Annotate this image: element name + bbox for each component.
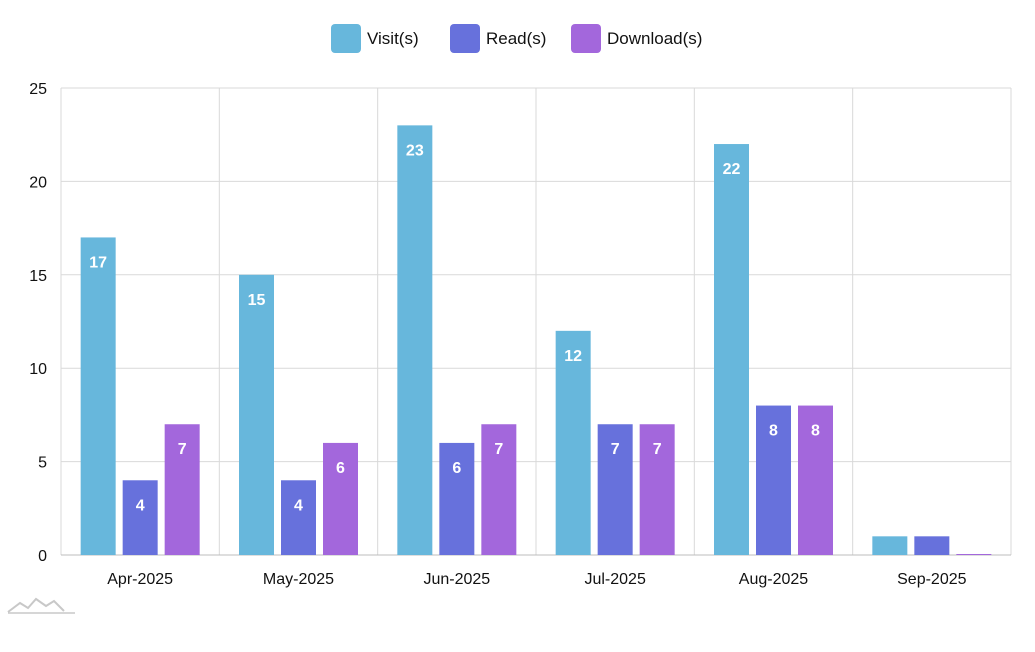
data-label-visit-s-may-2025: 15 bbox=[248, 292, 266, 309]
bar-download-s-apr-2025[interactable] bbox=[164, 424, 200, 555]
data-label-visit-s-aug-2025: 22 bbox=[723, 161, 741, 178]
legend-swatch bbox=[331, 24, 361, 53]
legend-swatch bbox=[450, 24, 480, 53]
x-tick-label: Aug-2025 bbox=[739, 571, 808, 588]
x-tick-label: Apr-2025 bbox=[107, 571, 173, 588]
bar-download-s-jul-2025[interactable] bbox=[639, 424, 675, 555]
data-label-download-s-aug-2025: 8 bbox=[811, 423, 820, 440]
data-label-download-s-jun-2025: 7 bbox=[494, 441, 503, 458]
legend-item-read-s[interactable]: Read(s) bbox=[450, 24, 546, 53]
data-label-download-s-apr-2025: 7 bbox=[178, 441, 187, 458]
bar-download-s-aug-2025[interactable] bbox=[798, 405, 833, 555]
y-tick-label: 20 bbox=[29, 174, 47, 191]
watermark-logo-icon bbox=[7, 597, 75, 614]
bar-download-s-sep-2025[interactable] bbox=[956, 554, 992, 555]
x-tick-label: Jul-2025 bbox=[584, 571, 645, 588]
data-label-download-s-may-2025: 6 bbox=[336, 460, 345, 477]
data-label-read-s-jun-2025: 6 bbox=[452, 460, 461, 477]
y-tick-label: 10 bbox=[29, 361, 47, 378]
y-tick-label: 5 bbox=[38, 455, 47, 472]
bar-visit-s-jun-2025[interactable] bbox=[397, 125, 433, 556]
x-tick-label: Sep-2025 bbox=[897, 571, 966, 588]
bar-read-s-apr-2025[interactable] bbox=[122, 480, 158, 555]
bar-visit-s-apr-2025[interactable] bbox=[80, 237, 116, 555]
bar-download-s-may-2025[interactable] bbox=[323, 442, 358, 555]
legend-swatch bbox=[571, 24, 601, 53]
bar-visit-s-aug-2025[interactable] bbox=[714, 144, 749, 556]
data-label-visit-s-jul-2025: 12 bbox=[564, 348, 582, 365]
legend-label: Read(s) bbox=[486, 29, 546, 48]
bar-visit-s-may-2025[interactable] bbox=[239, 274, 274, 555]
legend-label: Download(s) bbox=[607, 29, 702, 48]
bar-download-s-jun-2025[interactable] bbox=[481, 424, 517, 555]
data-label-download-s-jul-2025: 7 bbox=[653, 441, 662, 458]
bars: 17 15 23 12 22 4 4 6 7 8 7 6 7 7 8 bbox=[80, 125, 992, 556]
legend: Visit(s) Read(s) Download(s) bbox=[331, 24, 702, 53]
legend-item-visit-s[interactable]: Visit(s) bbox=[331, 24, 419, 53]
data-label-visit-s-jun-2025: 23 bbox=[406, 142, 424, 159]
y-tick-label: 25 bbox=[29, 81, 47, 98]
data-label-read-s-jul-2025: 7 bbox=[611, 441, 620, 458]
x-tick-label: May-2025 bbox=[263, 571, 334, 588]
y-tick-label: 15 bbox=[29, 268, 47, 285]
bar-read-s-jun-2025[interactable] bbox=[439, 442, 475, 555]
data-label-read-s-aug-2025: 8 bbox=[769, 423, 778, 440]
bar-read-s-may-2025[interactable] bbox=[281, 480, 316, 555]
y-axis: 0 5 10 15 20 25 bbox=[29, 81, 47, 565]
bar-visit-s-sep-2025[interactable] bbox=[872, 536, 908, 555]
legend-label: Visit(s) bbox=[367, 29, 419, 48]
data-label-read-s-may-2025: 4 bbox=[294, 497, 303, 514]
bar-read-s-aug-2025[interactable] bbox=[756, 405, 791, 555]
bar-read-s-jul-2025[interactable] bbox=[597, 424, 633, 555]
data-label-visit-s-apr-2025: 17 bbox=[89, 254, 107, 271]
legend-item-download-s[interactable]: Download(s) bbox=[571, 24, 702, 53]
grid bbox=[60, 87, 1012, 556]
y-tick-label: 0 bbox=[38, 548, 47, 565]
bar-read-s-sep-2025[interactable] bbox=[914, 536, 950, 555]
x-axis: Apr-2025 May-2025 Jun-2025 Jul-2025 Aug-2025… bbox=[107, 571, 966, 588]
data-label-read-s-apr-2025: 4 bbox=[136, 497, 145, 514]
x-tick-label: Jun-2025 bbox=[423, 571, 490, 588]
bar-visit-s-jul-2025[interactable] bbox=[555, 330, 591, 555]
